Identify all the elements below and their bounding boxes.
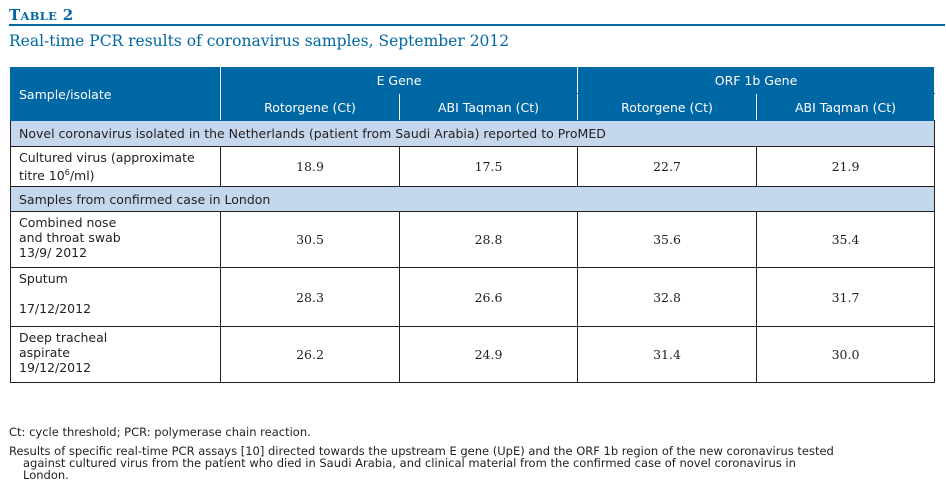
header-sub-4: ABI Taqman (Ct) <box>755 93 936 121</box>
sample-line2-unit: /ml) <box>69 168 95 184</box>
sample-date: 17/12/2012 <box>19 301 92 316</box>
table-label: TABLE 2 <box>9 6 73 24</box>
value-cell: 26.2 <box>220 326 400 383</box>
sample-line2 <box>19 286 23 301</box>
sample-line1: Sputum <box>19 271 68 286</box>
header-sub-2: ABI Taqman (Ct) <box>399 93 578 121</box>
sample-line1: Deep tracheal <box>19 330 108 345</box>
title-rule <box>9 24 945 26</box>
footnote-description: Results of specific real-time PCR assays… <box>9 445 934 481</box>
table-row: Cultured virus (approximate titre 106/ml… <box>10 146 936 187</box>
header-sub-1: Rotorgene (Ct) <box>220 93 400 121</box>
footnote-line: against cultured virus from the patient … <box>23 456 796 470</box>
sample-date: 19/12/2012 <box>19 360 92 375</box>
value-cell: 26.6 <box>399 267 578 327</box>
value-cell: 32.8 <box>577 267 757 327</box>
value-cell: 30.5 <box>220 211 400 268</box>
sample-name: Deep tracheal aspirate 19/12/2012 <box>10 326 221 383</box>
header-orf-gene: ORF 1b Gene <box>576 67 936 94</box>
header-sub-3: Rotorgene (Ct) <box>577 93 757 121</box>
footnote-line: Results of specific real-time PCR assays… <box>9 444 834 458</box>
table-title: Real-time PCR results of coronavirus sam… <box>9 32 510 50</box>
value-cell: 21.9 <box>755 146 936 187</box>
table-number: 2 <box>62 6 74 24</box>
sample-cultured-virus: Cultured virus (approximate titre 106/ml… <box>10 146 221 187</box>
value-cell: 22.7 <box>577 146 757 187</box>
footnote-abbreviations: Ct: cycle threshold; PCR: polymerase cha… <box>9 425 311 439</box>
header-sample-isolate: Sample/isolate <box>10 67 221 121</box>
value-cell: 28.8 <box>399 211 578 268</box>
section-london: Samples from confirmed case in London <box>9 186 936 212</box>
sample-line2: aspirate <box>19 345 70 360</box>
sample-name: Sputum 17/12/2012 <box>10 267 221 327</box>
superscript: 6 <box>64 167 70 177</box>
sample-line2: and throat swab <box>19 230 121 245</box>
sample-line1: Cultured virus (approximate <box>19 149 195 165</box>
section-netherlands: Novel coronavirus isolated in the Nether… <box>9 120 936 147</box>
value-cell: 35.4 <box>755 211 936 268</box>
table-label-initial: T <box>9 6 21 24</box>
sample-line1: Combined nose <box>19 215 117 230</box>
value-cell: 31.7 <box>755 267 936 327</box>
value-cell: 35.6 <box>577 211 757 268</box>
value-cell: 30.0 <box>755 326 936 383</box>
table-row: Deep tracheal aspirate 19/12/2012 26.2 2… <box>10 326 936 383</box>
table-label-rest: ABLE <box>20 9 58 23</box>
table-row: Combined nose and throat swab 13/9/ 2012… <box>10 211 936 268</box>
table-row: Sputum 17/12/2012 28.3 26.6 32.8 31.7 <box>10 267 936 327</box>
value-cell: 18.9 <box>220 146 400 187</box>
sample-line2: titre 10 <box>19 168 65 184</box>
value-cell: 24.9 <box>399 326 578 383</box>
sample-date: 13/9/ 2012 <box>19 245 88 260</box>
sample-name: Combined nose and throat swab 13/9/ 2012 <box>10 211 221 268</box>
footnote-line: London. <box>23 468 69 482</box>
value-cell: 31.4 <box>577 326 757 383</box>
value-cell: 17.5 <box>399 146 578 187</box>
results-table: Sample/isolate E Gene ORF 1b Gene Rotorg… <box>9 67 936 383</box>
header-e-gene: E Gene <box>220 67 578 94</box>
value-cell: 28.3 <box>220 267 400 327</box>
